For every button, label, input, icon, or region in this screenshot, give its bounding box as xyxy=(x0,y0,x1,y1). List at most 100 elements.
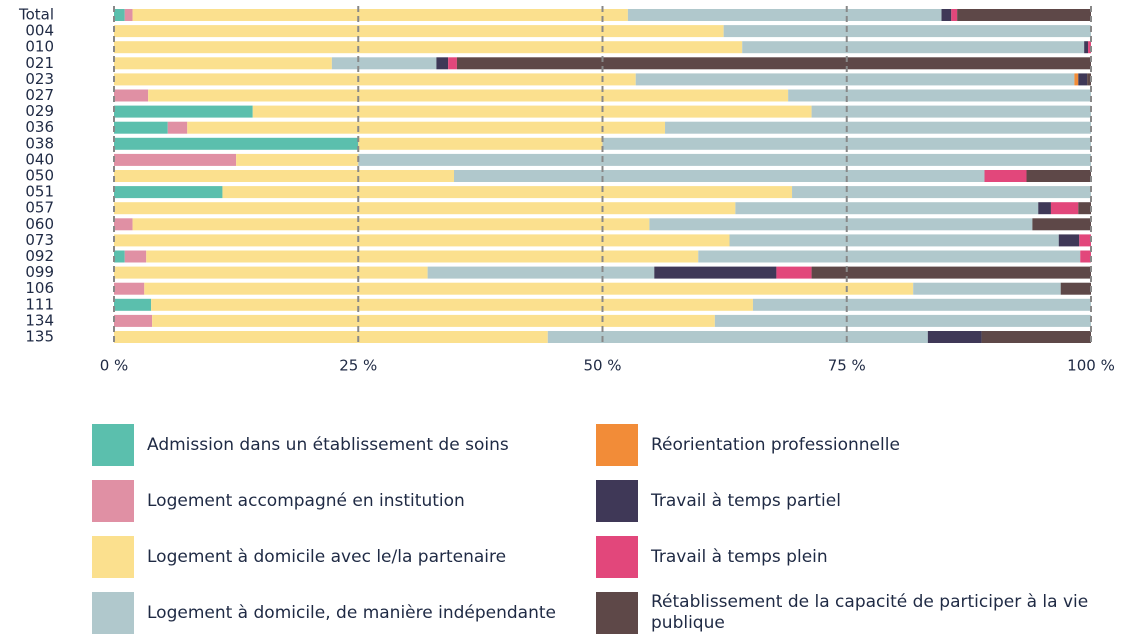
legend-label: Travail à temps partiel xyxy=(651,490,841,511)
bar-segment xyxy=(146,250,699,263)
bar-segment xyxy=(151,298,753,311)
legend-item: Rétablissement de la capacité de partici… xyxy=(596,592,1116,634)
legend-label: Travail à temps plein xyxy=(651,546,828,567)
bar-segment xyxy=(1026,170,1091,182)
bar-segment xyxy=(114,25,724,38)
bar-segment xyxy=(114,331,548,343)
bar-segment xyxy=(723,25,1091,38)
legend-label: Admission dans un établissement de soins xyxy=(147,434,509,455)
bar-segment xyxy=(788,89,1091,102)
legend-swatch xyxy=(596,536,638,578)
bar-segment xyxy=(114,218,133,231)
bar-segment xyxy=(456,57,1091,70)
bar-segment xyxy=(114,57,332,70)
y-tick-label: 029 xyxy=(25,102,54,120)
y-tick-label: 038 xyxy=(25,134,54,152)
legend-label: Logement à domicile, de manière indépend… xyxy=(147,602,556,623)
x-tick-label: 0 % xyxy=(100,357,129,375)
bar-segment xyxy=(331,57,437,70)
y-tick-label: 106 xyxy=(25,279,54,297)
bar-segment xyxy=(114,153,237,166)
bar-segment xyxy=(752,298,1091,311)
bar-segment xyxy=(742,41,1085,54)
y-tick-label: 135 xyxy=(25,328,54,346)
legend-label: Réorientation professionnelle xyxy=(651,434,900,455)
y-tick-label: 050 xyxy=(25,167,54,185)
bar-segment xyxy=(114,89,149,102)
bar-segment xyxy=(132,9,628,21)
legend-swatch xyxy=(92,592,134,634)
bar-segment xyxy=(114,250,125,263)
bar-segment xyxy=(1078,73,1088,86)
legend-label: Logement à domicile avec le/la partenair… xyxy=(147,546,507,567)
bar-segment xyxy=(114,202,736,215)
bar-segment xyxy=(152,314,715,327)
bar-segment xyxy=(811,266,1091,279)
bar-segment xyxy=(627,9,942,21)
bar-segment xyxy=(114,41,743,54)
bar-segment xyxy=(654,266,777,279)
legend-swatch xyxy=(92,480,134,522)
legend-item: Logement accompagné en institution xyxy=(92,480,612,522)
bar-segment xyxy=(358,153,1091,166)
y-tick-label: 092 xyxy=(25,247,54,265)
bar-segment xyxy=(252,105,812,118)
legend-item: Logement à domicile avec le/la partenair… xyxy=(92,536,612,578)
bar-segment xyxy=(941,9,952,21)
y-tick-label: 057 xyxy=(25,199,54,217)
bar-segment xyxy=(649,218,1033,231)
bar-segment xyxy=(114,9,125,21)
bar-segment xyxy=(1084,41,1089,54)
bar-segment xyxy=(1032,218,1091,231)
legend-label: Rétablissement de la capacité de partici… xyxy=(651,592,1089,633)
legend-swatch xyxy=(92,424,134,466)
legend-swatch xyxy=(596,424,638,466)
bar-segment xyxy=(729,234,1059,247)
x-tick-label: 75 % xyxy=(828,357,866,375)
y-tick-label: 023 xyxy=(25,70,54,88)
bar-segment xyxy=(448,57,457,70)
legend-item: Travail à temps partiel xyxy=(596,480,1116,522)
bar-segment xyxy=(1058,234,1080,247)
bar-segment xyxy=(927,331,982,343)
bar-segment xyxy=(984,170,1027,182)
y-tick-label: Total xyxy=(18,6,54,24)
y-tick-label: 051 xyxy=(25,183,54,201)
bar-segment xyxy=(635,73,1075,86)
bar-segment xyxy=(547,331,928,343)
legend-item: Travail à temps plein xyxy=(596,536,1116,578)
legend-item: Réorientation professionnelle xyxy=(596,424,1116,466)
x-tick-label: 50 % xyxy=(583,357,621,375)
bar-segment xyxy=(1079,234,1091,247)
bar-segment xyxy=(132,218,650,231)
bar-segment xyxy=(167,121,188,134)
legend-item: Logement à domicile, de manière indépend… xyxy=(92,592,612,634)
bar-segment xyxy=(114,73,636,86)
bar-segment xyxy=(144,282,914,295)
bar-segment xyxy=(124,250,147,263)
bar-segment xyxy=(124,9,133,21)
legend-swatch xyxy=(596,480,638,522)
bar-segment xyxy=(714,314,1091,327)
y-tick-label: 004 xyxy=(25,22,54,40)
bar-segment xyxy=(1074,73,1079,86)
bar-segment xyxy=(981,331,1091,343)
bar-segment xyxy=(913,282,1061,295)
y-tick-label: 040 xyxy=(25,150,54,168)
y-tick-label: 036 xyxy=(25,118,54,136)
legend-label: Logement accompagné en institution xyxy=(147,490,465,511)
bar-segment xyxy=(1080,250,1091,263)
bar-segment xyxy=(1087,73,1091,86)
bar-segment xyxy=(792,186,1091,199)
bar-segment xyxy=(1050,202,1079,215)
bar-segment xyxy=(222,186,793,199)
chart: Total00401002102302702903603804005005105… xyxy=(18,6,1115,375)
bar-segment xyxy=(453,170,985,182)
bar-segment xyxy=(114,186,223,199)
y-tick-label: 099 xyxy=(25,263,54,281)
y-tick-label: 134 xyxy=(25,311,54,329)
y-tick-label: 021 xyxy=(25,54,54,72)
y-tick-label: 111 xyxy=(25,295,54,313)
bar-segment xyxy=(436,57,449,70)
bar-segment xyxy=(1078,202,1091,215)
